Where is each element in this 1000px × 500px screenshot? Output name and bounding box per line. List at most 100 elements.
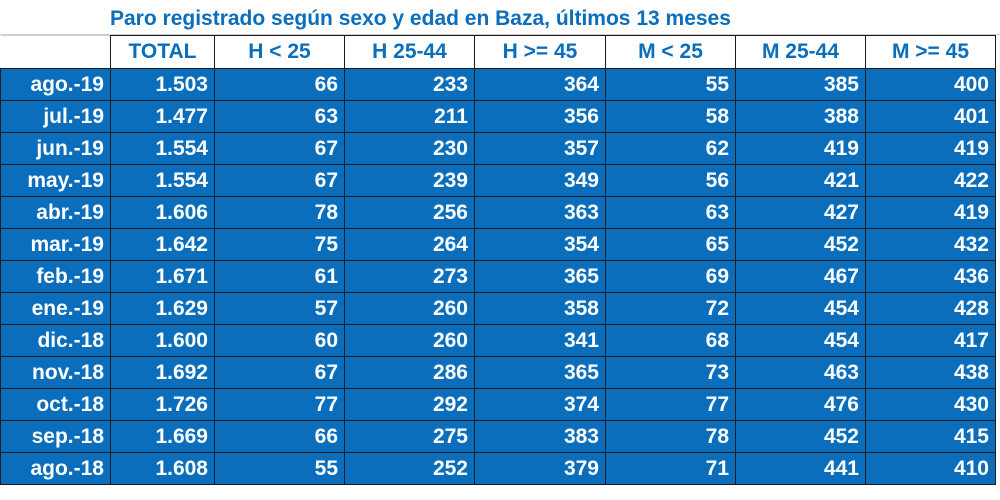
value-cell[interactable]: 422 (865, 164, 996, 197)
row-label-cell[interactable]: jun.-19 (0, 132, 111, 165)
value-cell[interactable]: 454 (735, 292, 866, 325)
column-header[interactable]: M 25-44 (735, 35, 866, 69)
value-cell[interactable]: 463 (735, 356, 866, 389)
value-cell[interactable]: 383 (474, 420, 606, 453)
value-cell[interactable]: 66 (214, 420, 345, 453)
value-cell[interactable]: 63 (214, 100, 345, 133)
value-cell[interactable]: 65 (605, 228, 736, 261)
value-cell[interactable]: 67 (214, 164, 345, 197)
column-header[interactable]: H 25-44 (344, 35, 475, 69)
value-cell[interactable]: 1.554 (110, 164, 215, 197)
value-cell[interactable]: 252 (344, 452, 475, 485)
value-cell[interactable]: 1.600 (110, 324, 215, 357)
value-cell[interactable]: 1.503 (110, 68, 215, 101)
value-cell[interactable]: 1.692 (110, 356, 215, 389)
value-cell[interactable]: 71 (605, 452, 736, 485)
value-cell[interactable]: 1.477 (110, 100, 215, 133)
value-cell[interactable]: 78 (214, 196, 345, 229)
value-cell[interactable]: 441 (735, 452, 866, 485)
value-cell[interactable]: 260 (344, 324, 475, 357)
row-label-cell[interactable]: ago.-18 (0, 452, 111, 485)
value-cell[interactable]: 436 (865, 260, 996, 293)
row-label-cell[interactable]: mar.-19 (0, 228, 111, 261)
value-cell[interactable]: 233 (344, 68, 475, 101)
column-header[interactable]: H < 25 (214, 35, 345, 69)
value-cell[interactable]: 467 (735, 260, 866, 293)
value-cell[interactable]: 379 (474, 452, 606, 485)
value-cell[interactable]: 256 (344, 196, 475, 229)
value-cell[interactable]: 452 (735, 420, 866, 453)
value-cell[interactable]: 363 (474, 196, 606, 229)
value-cell[interactable]: 292 (344, 388, 475, 421)
value-cell[interactable]: 75 (214, 228, 345, 261)
value-cell[interactable]: 432 (865, 228, 996, 261)
value-cell[interactable]: 1.606 (110, 196, 215, 229)
value-cell[interactable]: 1.554 (110, 132, 215, 165)
value-cell[interactable]: 68 (605, 324, 736, 357)
row-label-cell[interactable]: nov.-18 (0, 356, 111, 389)
value-cell[interactable]: 1.642 (110, 228, 215, 261)
column-header[interactable]: M >= 45 (865, 35, 996, 69)
header-blank-cell[interactable] (0, 35, 111, 69)
value-cell[interactable]: 63 (605, 196, 736, 229)
value-cell[interactable]: 1.726 (110, 388, 215, 421)
value-cell[interactable]: 57 (214, 292, 345, 325)
value-cell[interactable]: 421 (735, 164, 866, 197)
value-cell[interactable]: 77 (214, 388, 345, 421)
value-cell[interactable]: 58 (605, 100, 736, 133)
value-cell[interactable]: 55 (214, 452, 345, 485)
row-label-cell[interactable]: ago.-19 (0, 68, 111, 101)
value-cell[interactable]: 56 (605, 164, 736, 197)
column-header[interactable]: M < 25 (605, 35, 736, 69)
value-cell[interactable]: 260 (344, 292, 475, 325)
value-cell[interactable]: 67 (214, 356, 345, 389)
value-cell[interactable]: 69 (605, 260, 736, 293)
column-header[interactable]: H >= 45 (474, 35, 606, 69)
value-cell[interactable]: 1.671 (110, 260, 215, 293)
value-cell[interactable]: 264 (344, 228, 475, 261)
value-cell[interactable]: 419 (735, 132, 866, 165)
row-label-cell[interactable]: sep.-18 (0, 420, 111, 453)
value-cell[interactable]: 415 (865, 420, 996, 453)
value-cell[interactable]: 365 (474, 356, 606, 389)
value-cell[interactable]: 438 (865, 356, 996, 389)
value-cell[interactable]: 358 (474, 292, 606, 325)
value-cell[interactable]: 385 (735, 68, 866, 101)
row-label-cell[interactable]: oct.-18 (0, 388, 111, 421)
value-cell[interactable]: 275 (344, 420, 475, 453)
value-cell[interactable]: 454 (735, 324, 866, 357)
value-cell[interactable]: 66 (214, 68, 345, 101)
value-cell[interactable]: 1.669 (110, 420, 215, 453)
value-cell[interactable]: 364 (474, 68, 606, 101)
value-cell[interactable]: 341 (474, 324, 606, 357)
row-label-cell[interactable]: ene.-19 (0, 292, 111, 325)
value-cell[interactable]: 61 (214, 260, 345, 293)
value-cell[interactable]: 365 (474, 260, 606, 293)
value-cell[interactable]: 430 (865, 388, 996, 421)
value-cell[interactable]: 73 (605, 356, 736, 389)
row-label-cell[interactable]: dic.-18 (0, 324, 111, 357)
row-label-cell[interactable]: abr.-19 (0, 196, 111, 229)
value-cell[interactable]: 374 (474, 388, 606, 421)
value-cell[interactable]: 349 (474, 164, 606, 197)
value-cell[interactable]: 401 (865, 100, 996, 133)
value-cell[interactable]: 476 (735, 388, 866, 421)
value-cell[interactable]: 356 (474, 100, 606, 133)
value-cell[interactable]: 1.629 (110, 292, 215, 325)
row-label-cell[interactable]: jul.-19 (0, 100, 111, 133)
value-cell[interactable]: 452 (735, 228, 866, 261)
value-cell[interactable]: 62 (605, 132, 736, 165)
row-label-cell[interactable]: may.-19 (0, 164, 111, 197)
value-cell[interactable]: 354 (474, 228, 606, 261)
value-cell[interactable]: 55 (605, 68, 736, 101)
value-cell[interactable]: 67 (214, 132, 345, 165)
value-cell[interactable]: 211 (344, 100, 475, 133)
column-header[interactable]: TOTAL (110, 35, 215, 69)
value-cell[interactable]: 77 (605, 388, 736, 421)
value-cell[interactable]: 400 (865, 68, 996, 101)
row-label-cell[interactable]: feb.-19 (0, 260, 111, 293)
value-cell[interactable]: 78 (605, 420, 736, 453)
value-cell[interactable]: 239 (344, 164, 475, 197)
value-cell[interactable]: 410 (865, 452, 996, 485)
value-cell[interactable]: 60 (214, 324, 345, 357)
